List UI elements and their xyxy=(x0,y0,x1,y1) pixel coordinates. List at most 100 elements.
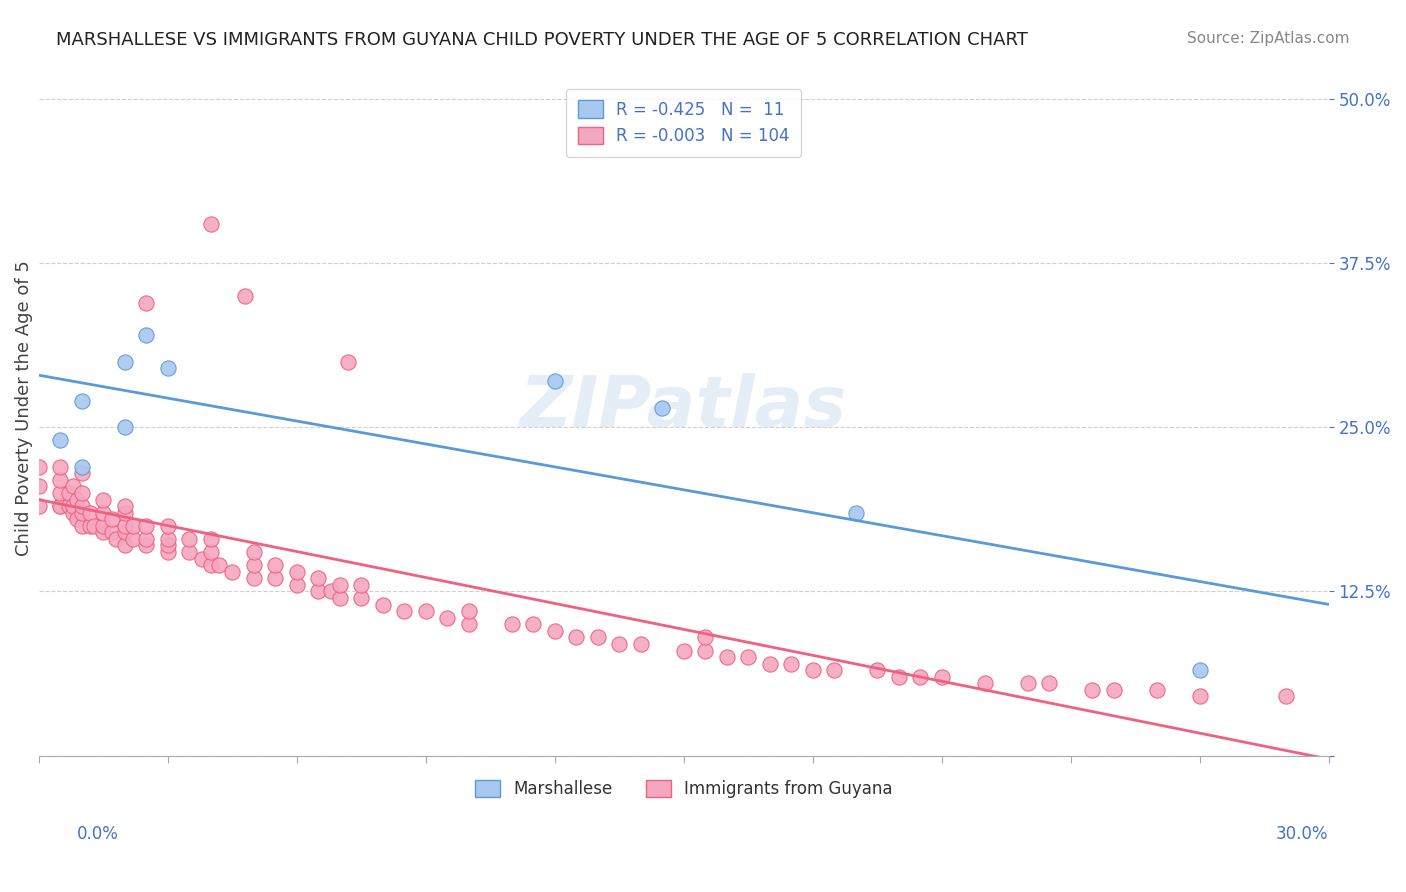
Point xyxy=(49,473,72,487)
Point xyxy=(156,539,179,553)
Point xyxy=(200,217,222,231)
Point xyxy=(91,518,114,533)
Point xyxy=(887,670,910,684)
Point xyxy=(651,401,673,415)
Point xyxy=(70,506,93,520)
Point xyxy=(716,650,738,665)
Y-axis label: Child Poverty Under the Age of 5: Child Poverty Under the Age of 5 xyxy=(15,260,32,556)
Point xyxy=(70,467,93,481)
Point xyxy=(91,492,114,507)
Point xyxy=(242,545,264,559)
Point xyxy=(672,643,695,657)
Point xyxy=(177,545,200,559)
Point xyxy=(221,565,243,579)
Point xyxy=(156,361,179,376)
Point xyxy=(607,637,630,651)
Point xyxy=(1017,676,1039,690)
Point xyxy=(156,545,179,559)
Point xyxy=(233,289,256,303)
Point xyxy=(543,375,565,389)
Point xyxy=(501,617,523,632)
Point xyxy=(801,663,824,677)
Point xyxy=(242,571,264,585)
Point xyxy=(908,670,931,684)
Point xyxy=(329,591,352,605)
Point xyxy=(66,492,89,507)
Point xyxy=(307,584,329,599)
Point xyxy=(122,518,145,533)
Text: 0.0%: 0.0% xyxy=(77,825,120,843)
Point xyxy=(242,558,264,573)
Point xyxy=(91,525,114,540)
Point xyxy=(693,643,716,657)
Point xyxy=(156,532,179,546)
Point xyxy=(264,558,287,573)
Text: 30.0%: 30.0% xyxy=(1277,825,1329,843)
Point xyxy=(114,354,136,368)
Point xyxy=(62,479,84,493)
Point xyxy=(49,434,72,448)
Point xyxy=(135,295,157,310)
Point xyxy=(350,578,373,592)
Point xyxy=(66,512,89,526)
Point xyxy=(823,663,845,677)
Point xyxy=(329,578,352,592)
Point xyxy=(27,479,49,493)
Point xyxy=(70,499,93,513)
Point xyxy=(973,676,995,690)
Point xyxy=(565,631,588,645)
Point xyxy=(58,486,80,500)
Point xyxy=(200,532,222,546)
Point xyxy=(307,571,329,585)
Point xyxy=(208,558,231,573)
Point xyxy=(70,394,93,409)
Point xyxy=(114,518,136,533)
Point xyxy=(737,650,759,665)
Point xyxy=(100,525,122,540)
Point xyxy=(177,532,200,546)
Point xyxy=(114,420,136,434)
Point xyxy=(49,499,72,513)
Point xyxy=(319,584,342,599)
Point xyxy=(114,499,136,513)
Point xyxy=(200,545,222,559)
Point xyxy=(457,617,479,632)
Point xyxy=(392,604,415,618)
Point xyxy=(114,525,136,540)
Point xyxy=(27,499,49,513)
Point xyxy=(49,486,72,500)
Point xyxy=(70,486,93,500)
Point xyxy=(62,499,84,513)
Point xyxy=(1102,682,1125,697)
Point xyxy=(457,604,479,618)
Point xyxy=(70,518,93,533)
Point xyxy=(27,459,49,474)
Point xyxy=(285,565,308,579)
Point xyxy=(114,539,136,553)
Point xyxy=(49,499,72,513)
Point xyxy=(83,518,105,533)
Point xyxy=(1188,663,1211,677)
Point xyxy=(264,571,287,585)
Legend: Marshallese, Immigrants from Guyana: Marshallese, Immigrants from Guyana xyxy=(467,772,901,806)
Point xyxy=(58,499,80,513)
Point xyxy=(100,512,122,526)
Point xyxy=(436,610,458,624)
Point xyxy=(931,670,953,684)
Point xyxy=(1188,690,1211,704)
Point xyxy=(62,506,84,520)
Point xyxy=(79,518,101,533)
Text: Source: ZipAtlas.com: Source: ZipAtlas.com xyxy=(1187,31,1350,46)
Point xyxy=(522,617,544,632)
Point xyxy=(285,578,308,592)
Point xyxy=(1038,676,1060,690)
Point xyxy=(543,624,565,638)
Point xyxy=(135,518,157,533)
Point xyxy=(1146,682,1168,697)
Point xyxy=(135,328,157,343)
Point xyxy=(758,657,780,671)
Point xyxy=(586,631,609,645)
Text: MARSHALLESE VS IMMIGRANTS FROM GUYANA CHILD POVERTY UNDER THE AGE OF 5 CORRELATI: MARSHALLESE VS IMMIGRANTS FROM GUYANA CH… xyxy=(56,31,1028,49)
Point xyxy=(104,532,127,546)
Point xyxy=(200,558,222,573)
